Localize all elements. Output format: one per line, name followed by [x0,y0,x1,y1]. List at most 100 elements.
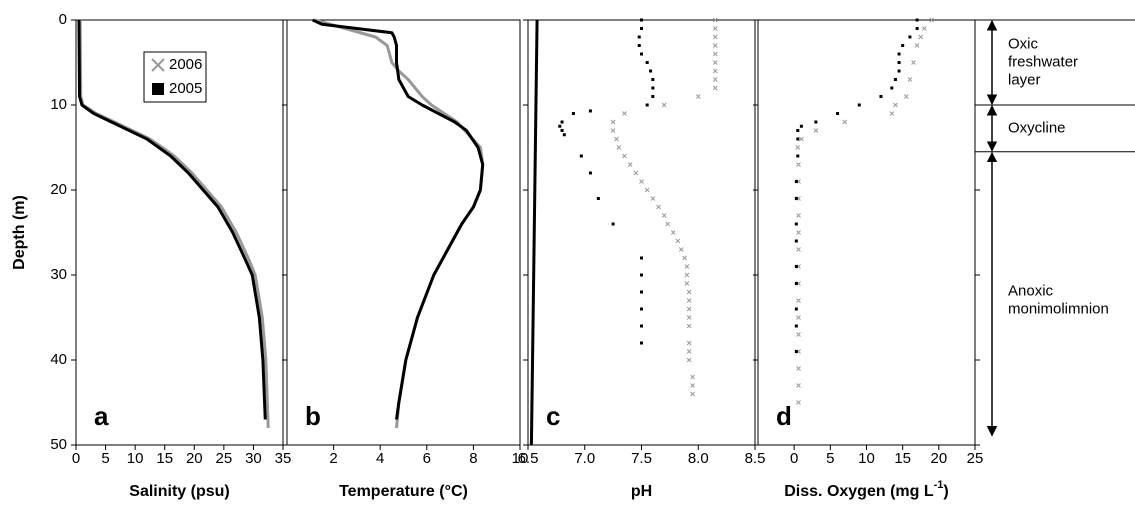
profile-line [77,19,267,420]
y-tick-label: 30 [50,266,67,283]
point [712,17,718,23]
legend-marker [152,83,164,95]
x-tick-label: 10 [858,450,875,467]
point [579,154,583,158]
point [686,298,692,303]
point [596,197,600,200]
point [560,129,564,132]
point [712,60,718,65]
point [857,103,861,107]
x-tick-label: 5 [101,450,109,467]
x-tick-label: 0 [790,450,798,467]
point [616,145,622,150]
x-tick-label: 0 [72,450,80,467]
point [661,213,667,218]
point [622,111,627,116]
point [644,187,650,193]
point [640,27,643,30]
point [675,238,681,244]
plot-frame [75,19,284,446]
point [560,120,564,124]
y-axis-title: Depth (m) [11,195,28,270]
point [796,129,800,132]
point [640,18,643,22]
plot-frame [757,19,976,446]
point [893,102,898,108]
x-tick-label: 20 [930,450,947,467]
point [712,26,718,31]
point [712,68,718,74]
point [637,44,641,47]
point [611,222,615,226]
y-tick-label: 10 [50,96,67,113]
x-axis-title-sup: -1 [934,479,944,491]
x-tick-label: 8 [469,450,477,467]
point [614,136,619,142]
point [670,230,676,235]
zone-label: Anoxic [1008,282,1054,299]
point [682,255,687,261]
point [640,307,643,311]
point [796,230,801,235]
point [796,298,801,303]
point [795,145,801,150]
y-tick-label: 50 [50,436,67,453]
point [712,85,718,91]
x-tick-label: 2 [329,450,337,467]
point [690,374,695,380]
legend-marker [151,58,165,72]
x-tick-label: 15 [156,450,173,467]
point [637,35,641,39]
point [678,247,684,252]
point [796,366,801,371]
point [897,69,901,73]
panel-label: c [546,401,560,431]
zone-label: layer [1008,71,1041,88]
point [686,357,692,363]
point [633,170,639,176]
point [650,196,656,201]
panel-label: a [94,401,109,431]
x-axis-title-text: pH [631,483,652,500]
x-tick-label: 7.5 [631,450,652,467]
point [640,324,643,328]
x-axis-title-text: Temperature (°C) [339,483,468,500]
point [684,281,690,286]
point [796,162,801,167]
x-axis-title: Diss. Oxygen (mg L-1) [784,479,948,500]
point [796,383,801,388]
x-tick-label: 35 [275,450,292,467]
point [712,77,718,82]
point [558,124,562,128]
legend-label: 2006 [169,56,202,73]
point [897,61,901,64]
point [796,213,801,218]
point [640,256,643,260]
point [794,265,798,268]
y-tick-label: 20 [50,181,67,198]
point [794,239,798,243]
point [640,341,643,345]
point [796,247,801,252]
point [686,349,692,354]
point [686,340,692,346]
point [640,52,643,56]
point [893,78,897,81]
x-axis-title-text: Salinity (psu) [129,483,229,500]
point [639,179,644,184]
point [794,324,798,328]
point [879,95,883,98]
point [610,128,616,133]
profile-line [312,18,485,420]
point [915,27,919,30]
point [588,171,592,175]
panel-label: b [305,401,321,431]
point [911,60,916,65]
point [649,69,653,73]
point [640,273,643,277]
point [796,400,801,405]
x-axis-title-text: Diss. Oxygen (mg L [784,483,934,500]
point [645,103,649,107]
point [842,119,848,125]
x-tick-label: 4 [376,450,384,467]
